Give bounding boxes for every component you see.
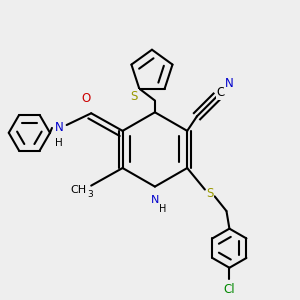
Text: N: N [225, 77, 234, 90]
Text: H: H [159, 204, 166, 214]
Text: H: H [55, 138, 63, 148]
Text: S: S [206, 187, 214, 200]
Text: N: N [54, 122, 63, 134]
Text: C: C [217, 86, 225, 99]
Text: S: S [131, 90, 138, 103]
Text: CH: CH [70, 184, 86, 194]
Text: Cl: Cl [224, 283, 235, 296]
Text: 3: 3 [87, 190, 93, 199]
Text: N: N [151, 195, 159, 205]
Text: O: O [82, 92, 91, 105]
